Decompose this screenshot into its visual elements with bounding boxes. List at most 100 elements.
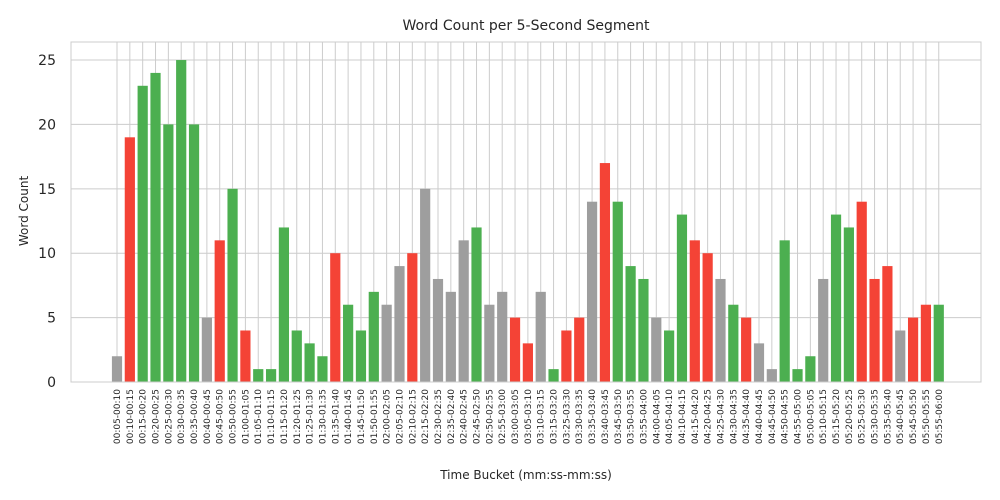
x-tick-label: 05:25-05:30 [858, 389, 868, 444]
x-tick-label: 02:50-02:55 [485, 389, 495, 444]
x-tick-label: 04:50-04:55 [781, 389, 791, 444]
bar [869, 278, 880, 382]
x-tick-label: 05:10-05:15 [819, 389, 829, 444]
bar [702, 253, 713, 382]
bar [676, 214, 688, 382]
x-tick-label: 01:10-01:15 [267, 389, 277, 444]
bar [779, 240, 790, 382]
bar [548, 369, 559, 382]
bar [176, 60, 187, 382]
x-tick-label: 03:05-03:10 [524, 389, 534, 444]
x-tick-label: 00:20-00:25 [152, 389, 162, 444]
bar [907, 317, 919, 382]
x-tick-label: 00:10-00:15 [126, 389, 136, 444]
bar [278, 227, 290, 382]
bar [586, 201, 598, 382]
bar [715, 278, 726, 382]
bar [355, 330, 367, 382]
bar [381, 304, 392, 382]
x-tick-label: 02:40-02:45 [460, 389, 470, 444]
y-tick-label: 20 [38, 117, 56, 133]
bar [830, 214, 842, 382]
bar [766, 369, 777, 382]
bar [509, 317, 521, 382]
x-tick-label: 02:15-02:20 [421, 389, 431, 444]
bar [420, 188, 431, 382]
bar [561, 330, 572, 382]
bar [920, 304, 932, 382]
x-tick-label: 03:40-03:45 [601, 389, 611, 444]
bar [150, 72, 161, 382]
x-tick-label: 01:25-01:30 [306, 389, 316, 444]
x-tick-label: 05:55-06:00 [935, 389, 945, 444]
x-tick-label: 04:00-04:05 [652, 389, 662, 444]
bar [792, 369, 803, 382]
x-tick-label: 00:15-00:20 [139, 389, 149, 444]
bar [651, 317, 662, 382]
x-tick-label: 05:45-05:50 [909, 389, 919, 444]
x-tick-label: 01:00-01:05 [241, 389, 251, 444]
y-axis-label: Word Count [17, 176, 31, 247]
x-tick-label: 03:35-03:40 [588, 389, 598, 444]
bar [214, 240, 225, 382]
x-tick-label: 02:00-02:05 [383, 389, 393, 444]
bar [741, 317, 752, 382]
x-tick-label: 01:30-01:35 [318, 389, 328, 444]
bar [471, 227, 482, 382]
bar [535, 291, 546, 382]
x-tick-label: 01:15-01:20 [280, 389, 290, 444]
bar [304, 343, 315, 382]
x-tick-label: 03:45-03:50 [614, 389, 624, 444]
x-tick-label: 02:35-02:40 [447, 389, 457, 444]
x-tick-label: 03:55-04:00 [639, 389, 649, 444]
y-axis-ticks: 0 5 10 15 20 25 [38, 53, 56, 391]
bar [253, 369, 264, 382]
x-axis-label: Time Bucket (mm:ss-mm:ss) [439, 468, 612, 482]
bar [728, 304, 739, 382]
bar [895, 330, 906, 382]
bar [445, 291, 456, 382]
x-tick-label: 00:40-00:45 [203, 389, 213, 444]
bar [933, 304, 944, 382]
x-tick-label: 03:25-03:30 [562, 389, 572, 444]
chart-title: Word Count per 5-Second Segment [402, 18, 650, 34]
x-tick-label: 02:55-03:00 [498, 389, 508, 444]
bar [818, 278, 829, 382]
bar [124, 137, 135, 382]
bar [201, 317, 212, 382]
bar [330, 253, 341, 382]
y-tick-label: 15 [38, 182, 56, 198]
x-tick-label: 05:20-05:25 [845, 389, 855, 444]
x-tick-label: 05:30-05:35 [871, 389, 881, 444]
y-tick-label: 10 [38, 246, 56, 262]
bar [343, 304, 354, 382]
x-tick-label: 00:25-00:30 [164, 389, 174, 444]
x-tick-label: 04:15-04:20 [691, 389, 701, 444]
x-tick-label: 01:05-01:10 [254, 389, 264, 444]
x-tick-label: 02:30-02:35 [434, 389, 444, 444]
bar [882, 266, 893, 382]
x-tick-label: 00:50-00:55 [229, 389, 239, 444]
bars [111, 60, 944, 383]
x-tick-label: 01:20-01:25 [293, 389, 303, 444]
x-tick-label: 03:50-03:55 [627, 389, 637, 444]
bar [599, 163, 611, 382]
x-tick-label: 00:45-00:50 [216, 389, 226, 444]
bar [291, 330, 302, 382]
bar [394, 266, 405, 382]
x-tick-label: 04:10-04:15 [678, 389, 688, 444]
x-tick-label: 03:10-03:15 [537, 389, 547, 444]
bar [664, 330, 675, 382]
bar [689, 240, 700, 382]
bar [188, 124, 200, 382]
y-tick-label: 5 [47, 311, 56, 327]
bar [240, 330, 251, 382]
x-tick-label: 03:15-03:20 [550, 389, 560, 444]
bar [368, 291, 379, 382]
x-tick-label: 01:35-01:40 [331, 389, 341, 444]
y-tick-label: 0 [47, 375, 56, 391]
x-tick-label: 04:45-04:50 [768, 389, 778, 444]
plot-frame [70, 41, 982, 383]
bar [317, 356, 328, 382]
